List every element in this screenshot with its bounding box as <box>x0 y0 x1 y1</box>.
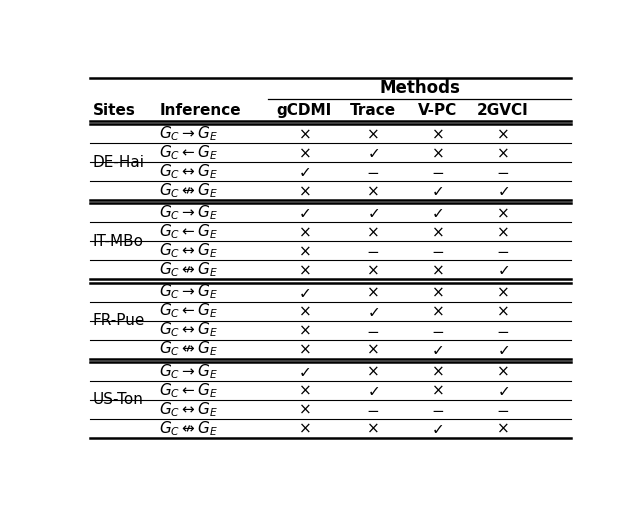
Text: $\times$: $\times$ <box>497 304 509 319</box>
Text: Methods: Methods <box>380 79 460 97</box>
Text: $G_C \leftarrow G_E$: $G_C \leftarrow G_E$ <box>159 143 218 162</box>
Text: $\times$: $\times$ <box>366 341 379 357</box>
Text: gCDMI: gCDMI <box>277 103 332 118</box>
Text: $\checkmark$: $\checkmark$ <box>497 262 509 278</box>
Text: $G_C \leftarrow G_E$: $G_C \leftarrow G_E$ <box>159 302 218 320</box>
Text: $\checkmark$: $\checkmark$ <box>497 383 509 398</box>
Text: $\times$: $\times$ <box>298 145 311 160</box>
Text: FR-Pue: FR-Pue <box>92 313 145 328</box>
Text: $\times$: $\times$ <box>298 420 311 436</box>
Text: $G_C \nleftrightarrow G_E$: $G_C \nleftrightarrow G_E$ <box>159 340 218 358</box>
Text: Trace: Trace <box>349 103 396 118</box>
Text: $-$: $-$ <box>366 243 380 259</box>
Text: DE-Hai: DE-Hai <box>92 155 145 170</box>
Text: $-$: $-$ <box>496 164 509 179</box>
Text: $\times$: $\times$ <box>431 145 444 160</box>
Text: $\times$: $\times$ <box>298 401 311 417</box>
Text: US-Ton: US-Ton <box>92 392 143 407</box>
Text: $\checkmark$: $\checkmark$ <box>497 341 509 357</box>
Text: $G_C \leftrightarrow G_E$: $G_C \leftrightarrow G_E$ <box>159 242 218 260</box>
Text: $-$: $-$ <box>496 243 509 259</box>
Text: $-$: $-$ <box>366 164 380 179</box>
Text: $\times$: $\times$ <box>298 126 311 141</box>
Text: $G_C \rightarrow G_E$: $G_C \rightarrow G_E$ <box>159 283 218 301</box>
Text: $-$: $-$ <box>431 164 444 179</box>
Text: $\checkmark$: $\checkmark$ <box>298 285 310 300</box>
Text: $G_C \rightarrow G_E$: $G_C \rightarrow G_E$ <box>159 124 218 143</box>
Text: $\checkmark$: $\checkmark$ <box>431 420 444 436</box>
Text: $\times$: $\times$ <box>431 364 444 379</box>
Text: $-$: $-$ <box>496 401 509 417</box>
Text: $G_C \leftrightarrow G_E$: $G_C \leftrightarrow G_E$ <box>159 162 218 181</box>
Text: $\checkmark$: $\checkmark$ <box>298 206 310 221</box>
Text: $\times$: $\times$ <box>497 126 509 141</box>
Text: $\times$: $\times$ <box>431 285 444 300</box>
Text: $\times$: $\times$ <box>298 341 311 357</box>
Text: $\times$: $\times$ <box>497 225 509 240</box>
Text: $-$: $-$ <box>431 401 444 417</box>
Text: $\times$: $\times$ <box>366 183 379 198</box>
Text: $G_C \leftrightarrow G_E$: $G_C \leftrightarrow G_E$ <box>159 321 218 339</box>
Text: $G_C \rightarrow G_E$: $G_C \rightarrow G_E$ <box>159 204 218 222</box>
Text: $\checkmark$: $\checkmark$ <box>367 145 379 160</box>
Text: $\times$: $\times$ <box>431 262 444 278</box>
Text: $\checkmark$: $\checkmark$ <box>298 164 310 179</box>
Text: $\times$: $\times$ <box>298 383 311 398</box>
Text: $G_C \leftrightarrow G_E$: $G_C \leftrightarrow G_E$ <box>159 400 218 418</box>
Text: $\times$: $\times$ <box>431 383 444 398</box>
Text: Inference: Inference <box>159 103 241 118</box>
Text: $\checkmark$: $\checkmark$ <box>298 364 310 379</box>
Text: $\checkmark$: $\checkmark$ <box>367 304 379 319</box>
Text: $\times$: $\times$ <box>366 126 379 141</box>
Text: $\times$: $\times$ <box>298 183 311 198</box>
Text: Sites: Sites <box>92 103 135 118</box>
Text: $\checkmark$: $\checkmark$ <box>497 183 509 198</box>
Text: $G_C \leftarrow G_E$: $G_C \leftarrow G_E$ <box>159 381 218 399</box>
Text: $\checkmark$: $\checkmark$ <box>431 341 444 357</box>
Text: $\times$: $\times$ <box>431 225 444 240</box>
Text: $\times$: $\times$ <box>497 285 509 300</box>
Text: $\checkmark$: $\checkmark$ <box>431 183 444 198</box>
Text: $\times$: $\times$ <box>366 364 379 379</box>
Text: $\times$: $\times$ <box>431 304 444 319</box>
Text: $-$: $-$ <box>431 243 444 259</box>
Text: $\times$: $\times$ <box>497 145 509 160</box>
Text: $G_C \leftarrow G_E$: $G_C \leftarrow G_E$ <box>159 223 218 241</box>
Text: $\times$: $\times$ <box>298 225 311 240</box>
Text: $\times$: $\times$ <box>298 322 311 338</box>
Text: $\times$: $\times$ <box>431 126 444 141</box>
Text: $\times$: $\times$ <box>298 243 311 259</box>
Text: $\times$: $\times$ <box>497 364 509 379</box>
Text: $\times$: $\times$ <box>298 262 311 278</box>
Text: $G_C \nleftrightarrow G_E$: $G_C \nleftrightarrow G_E$ <box>159 181 218 200</box>
Text: $-$: $-$ <box>366 401 380 417</box>
Text: $\times$: $\times$ <box>298 304 311 319</box>
Text: $-$: $-$ <box>496 322 509 338</box>
Text: $\times$: $\times$ <box>366 420 379 436</box>
Text: $\times$: $\times$ <box>366 225 379 240</box>
Text: 2GVCI: 2GVCI <box>477 103 529 118</box>
Text: $\times$: $\times$ <box>366 262 379 278</box>
Text: $\checkmark$: $\checkmark$ <box>431 206 444 221</box>
Text: $G_C \nleftrightarrow G_E$: $G_C \nleftrightarrow G_E$ <box>159 261 218 279</box>
Text: $G_C \rightarrow G_E$: $G_C \rightarrow G_E$ <box>159 362 218 380</box>
Text: $\times$: $\times$ <box>366 285 379 300</box>
Text: $G_C \nleftrightarrow G_E$: $G_C \nleftrightarrow G_E$ <box>159 419 218 437</box>
Text: IT-MBo: IT-MBo <box>92 234 143 249</box>
Text: $\checkmark$: $\checkmark$ <box>367 383 379 398</box>
Text: $\checkmark$: $\checkmark$ <box>367 206 379 221</box>
Text: $\times$: $\times$ <box>497 206 509 221</box>
Text: $-$: $-$ <box>366 322 380 338</box>
Text: $-$: $-$ <box>431 322 444 338</box>
Text: V-PC: V-PC <box>417 103 457 118</box>
Text: $\times$: $\times$ <box>497 420 509 436</box>
